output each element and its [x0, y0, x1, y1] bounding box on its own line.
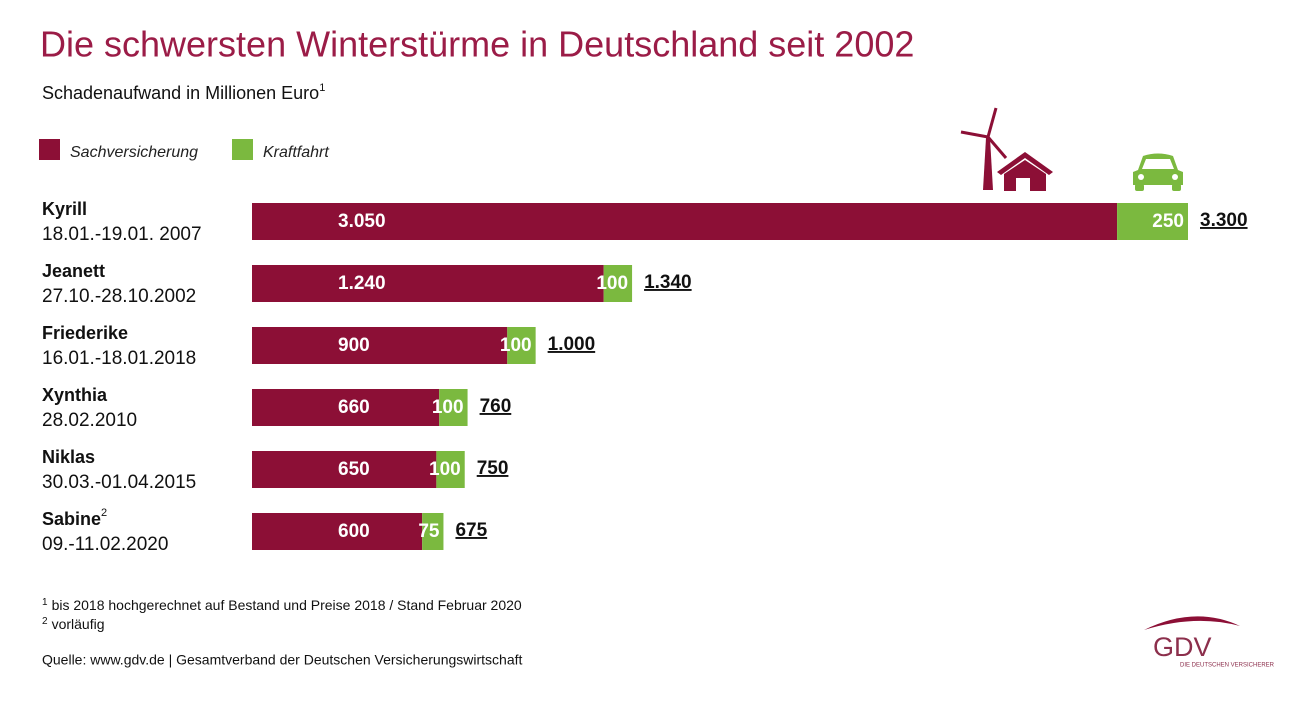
category-date: 18.01.-19.01. 2007 [42, 224, 202, 245]
category-name: Xynthia [42, 385, 108, 405]
wind-turbine-icon [960, 107, 1008, 190]
legend-label: Sachversicherung [70, 144, 198, 161]
chart-title: Die schwersten Winterstürme in Deutschla… [40, 24, 914, 65]
category-name: Kyrill [42, 199, 87, 219]
value-label: 250 [1152, 211, 1184, 232]
value-label: 1.240 [338, 273, 386, 294]
bar-segment [252, 513, 423, 550]
value-label: 100 [596, 273, 628, 294]
category-date: 09.-11.02.2020 [42, 534, 168, 555]
value-label: 600 [338, 521, 370, 542]
category-name: Friederike [42, 323, 128, 343]
total-label: 1.000 [548, 334, 596, 355]
legend-swatch [232, 139, 253, 160]
source: Quelle: www.gdv.de | Gesamtverband der D… [42, 652, 522, 668]
bar-segment [422, 513, 444, 550]
house-icon [997, 152, 1053, 191]
category-label: Jeanett [42, 261, 105, 281]
category-name: Jeanett [42, 261, 105, 281]
footnote-mark: 2 [42, 616, 48, 627]
category-name: Sabine [42, 509, 101, 529]
bar-segment [507, 327, 536, 364]
category-label: Kyrill [42, 199, 87, 219]
category-date: 28.02.2010 [42, 410, 137, 431]
value-label: 100 [432, 397, 464, 418]
bar-segment [252, 389, 440, 426]
category-superscript: 2 [101, 507, 107, 519]
value-label: 650 [338, 459, 370, 480]
subtitle-superscript: 1 [319, 82, 325, 94]
footnote: 1 bis 2018 hochgerechnet auf Bestand und … [42, 597, 522, 613]
value-label: 900 [338, 335, 370, 356]
footnote-mark: 1 [42, 597, 48, 608]
value-label: 100 [429, 459, 461, 480]
subtitle: Schadenaufwand in Millionen Euro1 [42, 82, 325, 103]
category-date: 30.03.-01.04.2015 [42, 472, 196, 493]
logo: GDV DIE DEUTSCHEN VERSICHERER [1144, 616, 1275, 669]
footer: 1 bis 2018 hochgerechnet auf Bestand und … [42, 597, 522, 668]
category-label: Niklas [42, 447, 95, 467]
footnote-text: bis 2018 hochgerechnet auf Bestand und P… [52, 597, 522, 613]
bar-segment [1117, 203, 1188, 240]
bar-segment [252, 265, 604, 302]
category-date: 16.01.-18.01.2018 [42, 348, 196, 369]
subtitle-text: Schadenaufwand in Millionen Euro [42, 83, 319, 103]
bar-segment [603, 265, 633, 302]
category-name: Niklas [42, 447, 95, 467]
total-label: 3.300 [1200, 210, 1248, 231]
bar-segment [439, 389, 468, 426]
bar-segment [436, 451, 465, 488]
total-label: 675 [455, 520, 487, 541]
legend-label: Kraftfahrt [263, 144, 329, 161]
footnote-text: vorläufig [52, 616, 105, 632]
legend-swatch [39, 139, 60, 160]
value-label: 75 [418, 521, 440, 542]
value-label: 3.050 [338, 211, 386, 232]
car-icon [1133, 153, 1183, 191]
category-label: Sabine2 [42, 507, 107, 529]
category-label: Xynthia [42, 385, 108, 405]
total-label: 760 [480, 396, 512, 417]
category-date: 27.10.-28.10.2002 [42, 286, 196, 307]
value-label: 100 [500, 335, 532, 356]
total-label: 750 [477, 458, 509, 479]
logo-tagline: DIE DEUTSCHEN VERSICHERER [1180, 663, 1275, 669]
logo-text: GDV [1153, 632, 1212, 662]
value-label: 660 [338, 397, 370, 418]
bar-segment [252, 451, 437, 488]
total-label: 1.340 [644, 272, 692, 293]
footnote: 2 vorläufig [42, 616, 104, 632]
bar-segment [252, 327, 508, 364]
bar-segment [252, 203, 1118, 240]
category-label: Friederike [42, 323, 128, 343]
